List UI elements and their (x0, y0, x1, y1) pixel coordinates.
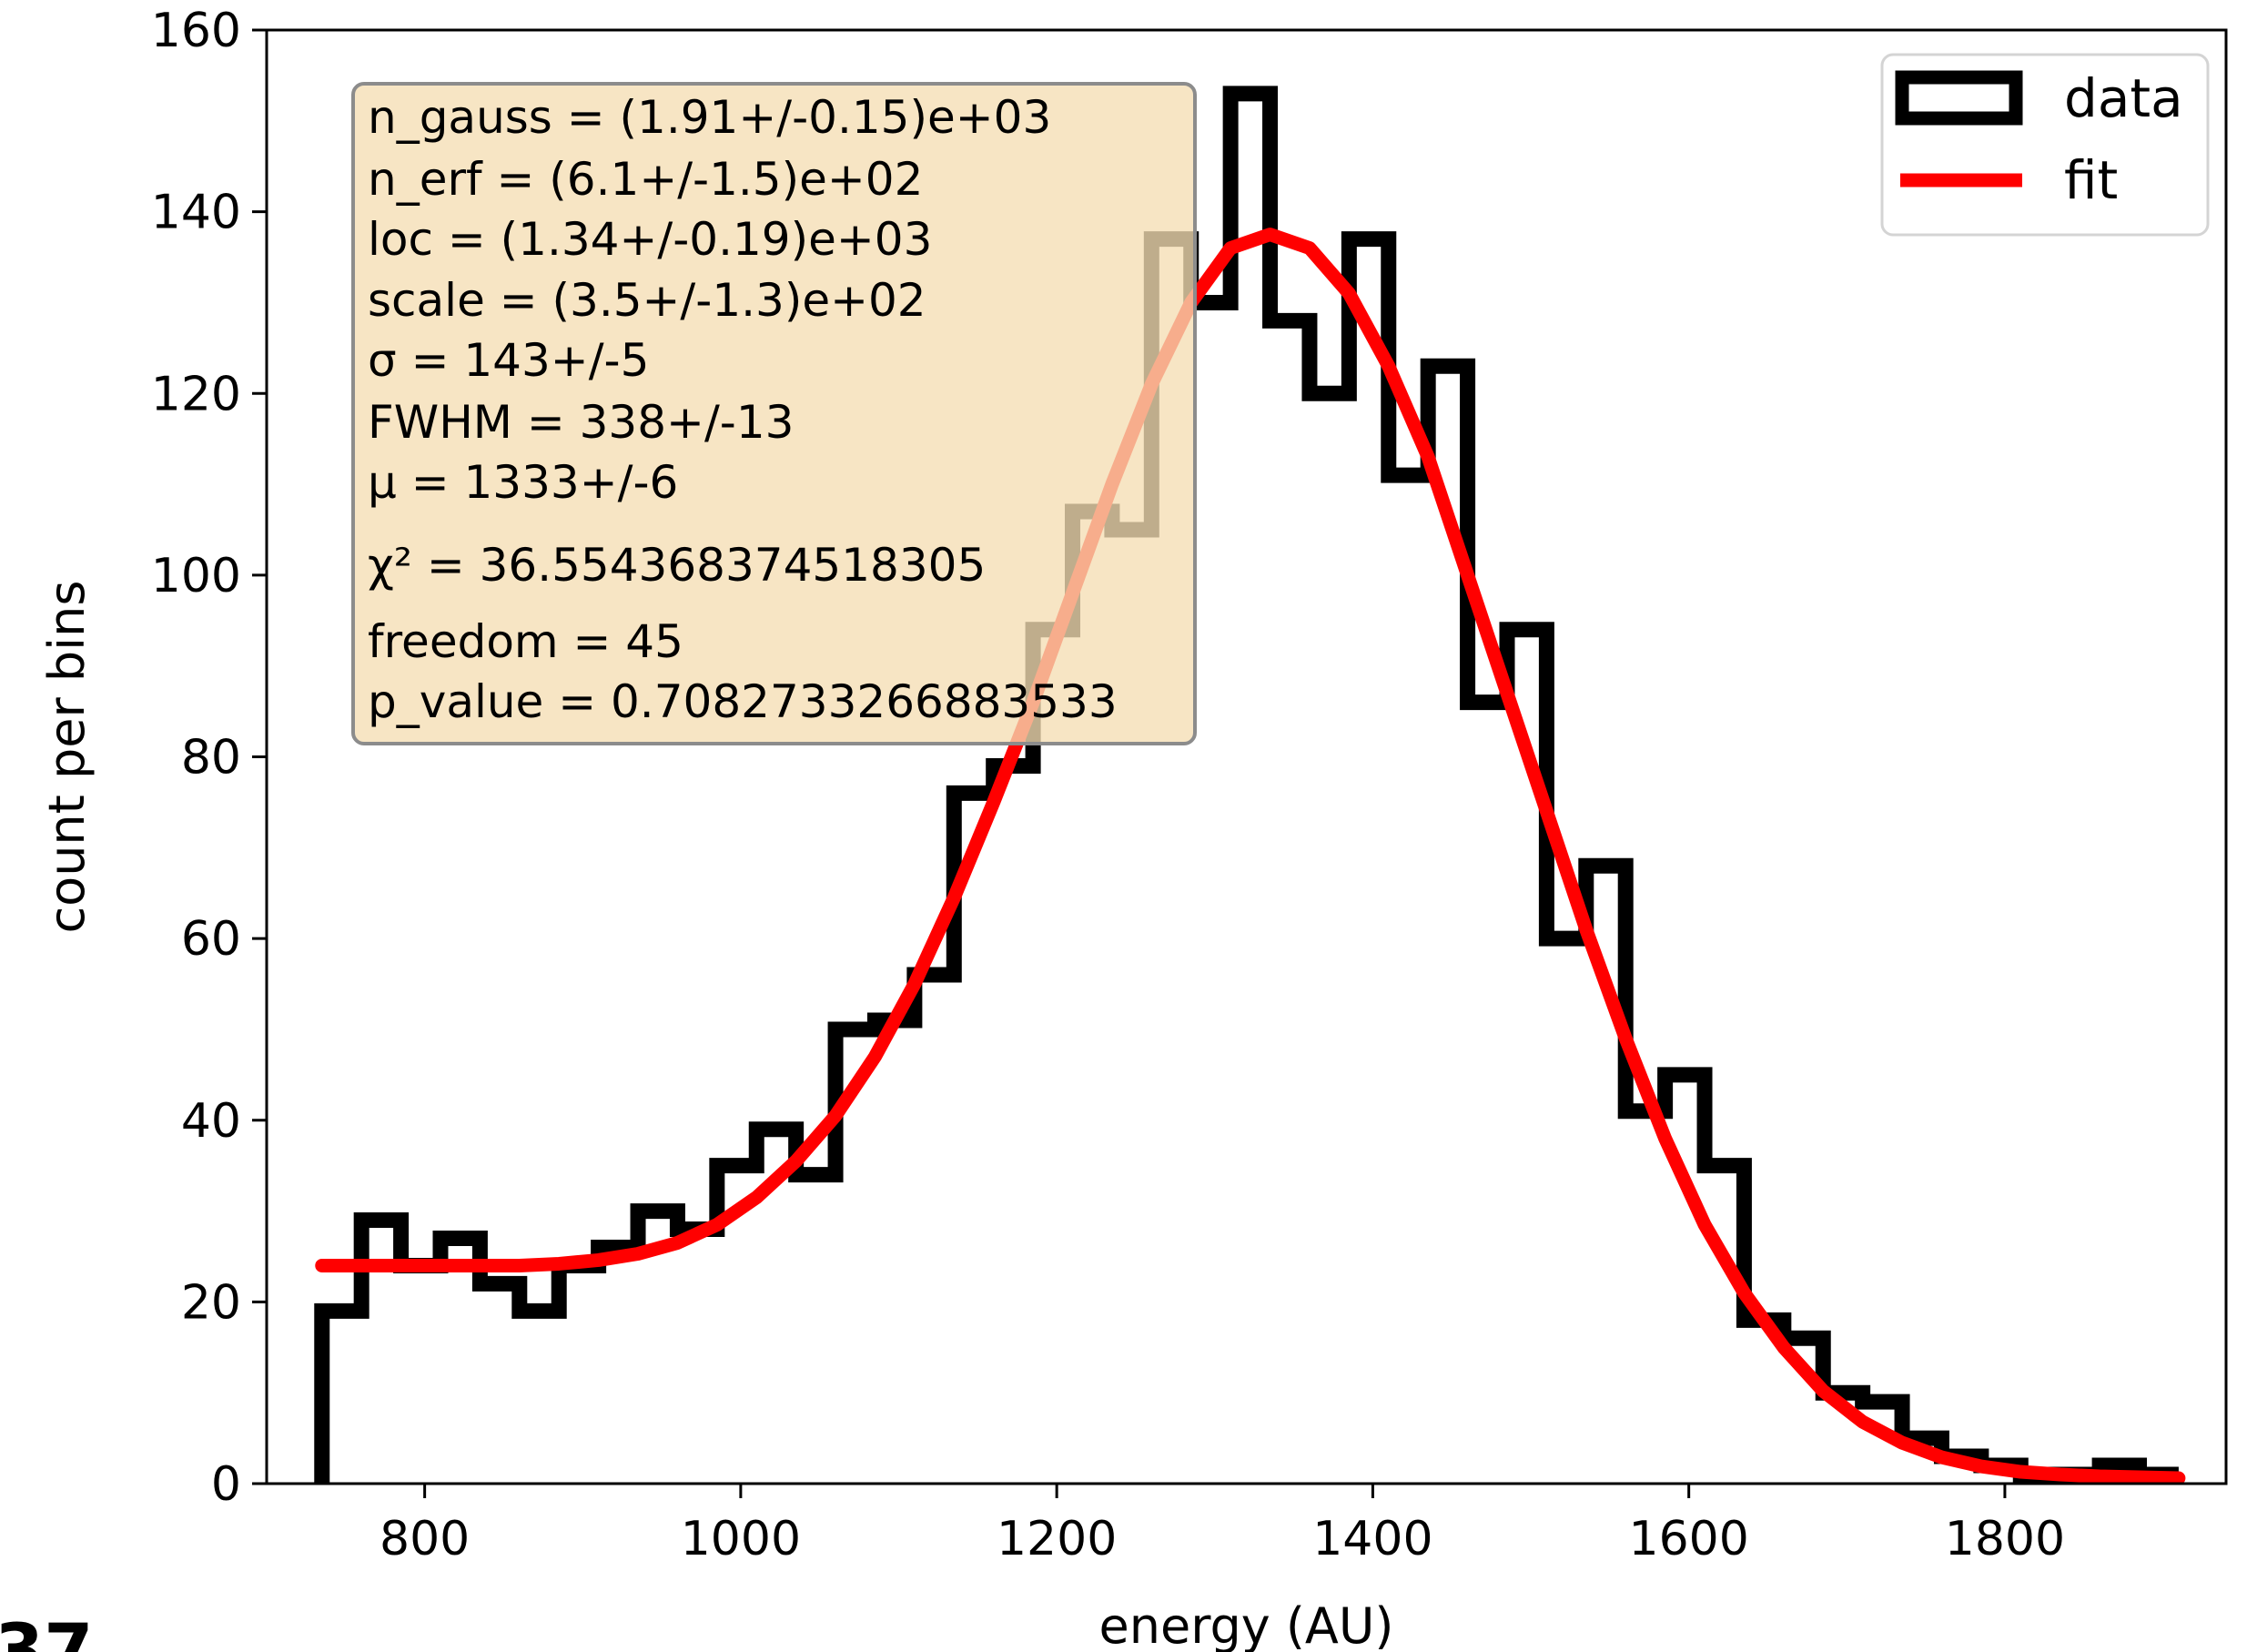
stats-line: loc = (1.34+/-0.19)e+03 (368, 213, 932, 266)
y-tick-label: 140 (151, 186, 241, 240)
y-tick-label: 80 (181, 731, 241, 785)
plot-area (314, 86, 2186, 1484)
stats-line: FWHM = 338+/-13 (368, 396, 794, 449)
legend-data-label: data (2064, 67, 2183, 129)
x-axis: 800 1000 1200 1400 1600 1800 (380, 1484, 2065, 1566)
corner-label: 37 (0, 1610, 94, 1652)
stats-line: μ = 1333+/-6 (368, 456, 678, 509)
legend-data-swatch (1895, 70, 2023, 126)
x-tick-label: 800 (380, 1512, 470, 1566)
stats-line: scale = (3.5+/-1.3)e+02 (368, 274, 926, 327)
legend: data fit (1880, 53, 2210, 237)
stats-line: freedom = 45 (368, 615, 683, 668)
legend-frame (1880, 53, 2210, 237)
x-tick-label: 1400 (1312, 1512, 1432, 1566)
y-tick-label: 160 (151, 4, 241, 58)
stats-line: n_gauss = (1.91+/-0.15)e+03 (368, 91, 1051, 144)
fit-curve (315, 228, 2186, 1484)
y-tick-label: 40 (181, 1094, 241, 1149)
stats-line: χ² = 36.554368374518305 (368, 539, 986, 592)
stats-line: σ = 143+/-5 (368, 334, 649, 387)
y-tick-label: 0 (211, 1457, 241, 1512)
stats-box-background (351, 82, 1197, 745)
x-tick-label: 1800 (1945, 1512, 2065, 1566)
data-histogram (314, 86, 2179, 1484)
y-tick-label: 20 (181, 1275, 241, 1330)
fit-stats-box: n_gauss = (1.91+/-0.15)e+03 n_erf = (6.1+… (351, 82, 1197, 745)
legend-fit-label: fit (2064, 149, 2118, 211)
x-tick-label: 1600 (1628, 1512, 1748, 1566)
stats-line: p_value = 0.7082733266883533 (368, 675, 1118, 728)
y-axis-label: count per bins (38, 580, 96, 933)
y-tick-label: 60 (181, 912, 241, 967)
x-axis-label: energy (AU) (1099, 1597, 1394, 1652)
y-tick-label: 100 (151, 549, 241, 603)
stats-line: n_erf = (6.1+/-1.5)e+02 (368, 153, 923, 206)
y-axis: 0 20 40 60 80 100 120 140 160 (151, 4, 267, 1512)
y-tick-label: 120 (151, 367, 241, 421)
x-tick-label: 1200 (997, 1512, 1117, 1566)
x-tick-label: 1000 (681, 1512, 801, 1566)
